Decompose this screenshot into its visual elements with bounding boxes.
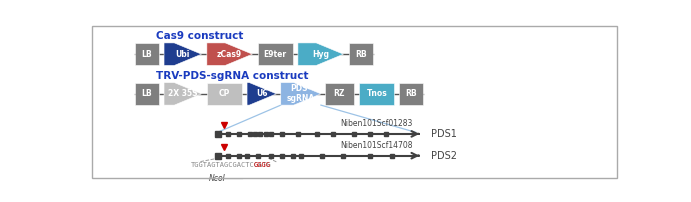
Text: GGGG: GGGG (254, 162, 270, 168)
Text: Ubi: Ubi (176, 50, 190, 59)
Polygon shape (207, 43, 252, 65)
Polygon shape (247, 83, 276, 105)
FancyBboxPatch shape (399, 83, 423, 105)
Text: Cas9 construct: Cas9 construct (156, 31, 243, 41)
Text: RZ: RZ (334, 89, 346, 98)
FancyBboxPatch shape (359, 83, 395, 105)
Polygon shape (164, 43, 202, 65)
Text: 2X 35S: 2X 35S (168, 89, 198, 98)
Text: TGGTAGTAGCGACTCCATG: TGGTAGTAGCGACTCCATG (191, 162, 272, 168)
Polygon shape (164, 83, 202, 105)
FancyBboxPatch shape (258, 43, 292, 65)
Text: zCas9: zCas9 (217, 50, 242, 59)
Polygon shape (281, 83, 321, 105)
Text: PDS-
sgRNA: PDS- sgRNA (287, 84, 315, 103)
Text: NcoI: NcoI (209, 174, 225, 183)
Text: PDS1: PDS1 (430, 129, 457, 139)
Text: TRV-PDS-sgRNA construct: TRV-PDS-sgRNA construct (156, 70, 308, 81)
FancyBboxPatch shape (325, 83, 354, 105)
Text: LB: LB (141, 89, 152, 98)
FancyBboxPatch shape (349, 43, 373, 65)
Text: LB: LB (141, 50, 152, 59)
Text: U6: U6 (256, 89, 267, 98)
Text: E9ter: E9ter (263, 50, 287, 59)
Text: RB: RB (405, 89, 417, 98)
Text: Niben101Scf01283: Niben101Scf01283 (341, 119, 413, 128)
Text: CP: CP (218, 89, 230, 98)
FancyBboxPatch shape (207, 83, 242, 105)
FancyBboxPatch shape (135, 83, 159, 105)
Polygon shape (298, 43, 343, 65)
FancyBboxPatch shape (135, 43, 159, 65)
Text: RB: RB (355, 50, 367, 59)
Text: Hyg: Hyg (312, 50, 329, 59)
Text: PDS2: PDS2 (430, 151, 457, 161)
Text: Tnos: Tnos (366, 89, 387, 98)
Text: Niben101Scf14708: Niben101Scf14708 (341, 141, 413, 150)
